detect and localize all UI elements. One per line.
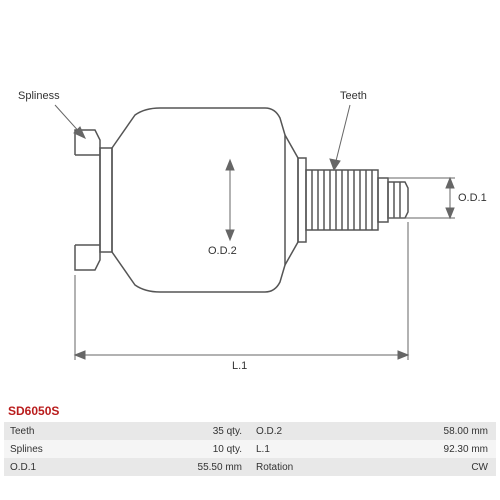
spec-label: Teeth: [4, 426, 213, 437]
table-row: O.D.1 55.50 mm: [4, 458, 250, 476]
spec-value: 58.00 mm: [444, 426, 496, 437]
spec-label: Splines: [4, 444, 213, 455]
spec-label: O.D.1: [4, 462, 198, 473]
spec-label: O.D.2: [250, 426, 444, 437]
spec-label: L.1: [250, 444, 444, 455]
spec-label: Rotation: [250, 462, 471, 473]
part-number: SD6050S: [0, 400, 500, 422]
table-row: Splines 10 qty.: [4, 440, 250, 458]
teeth-label: Teeth: [340, 90, 367, 102]
spec-table: Teeth 35 qty. Splines 10 qty. O.D.1 55.5…: [0, 422, 500, 476]
spec-col-right: O.D.2 58.00 mm L.1 92.30 mm Rotation CW: [250, 422, 496, 476]
spec-col-left: Teeth 35 qty. Splines 10 qty. O.D.1 55.5…: [4, 422, 250, 476]
table-row: Teeth 35 qty.: [4, 422, 250, 440]
od2-label: O.D.2: [208, 245, 237, 257]
table-row: Rotation CW: [250, 458, 496, 476]
table-row: L.1 92.30 mm: [250, 440, 496, 458]
splines-label: Spliness: [18, 90, 60, 102]
l1-label: L.1: [232, 360, 247, 372]
spec-value: 35 qty.: [213, 426, 250, 437]
spec-value: 92.30 mm: [444, 444, 496, 455]
spec-value: 10 qty.: [213, 444, 250, 455]
spec-value: 55.50 mm: [198, 462, 250, 473]
od1-label: O.D.1: [458, 192, 487, 204]
table-row: O.D.2 58.00 mm: [250, 422, 496, 440]
technical-drawing: Spliness Teeth O.D.2 O.D.1 L.1: [0, 0, 500, 400]
spec-value: CW: [471, 462, 496, 473]
